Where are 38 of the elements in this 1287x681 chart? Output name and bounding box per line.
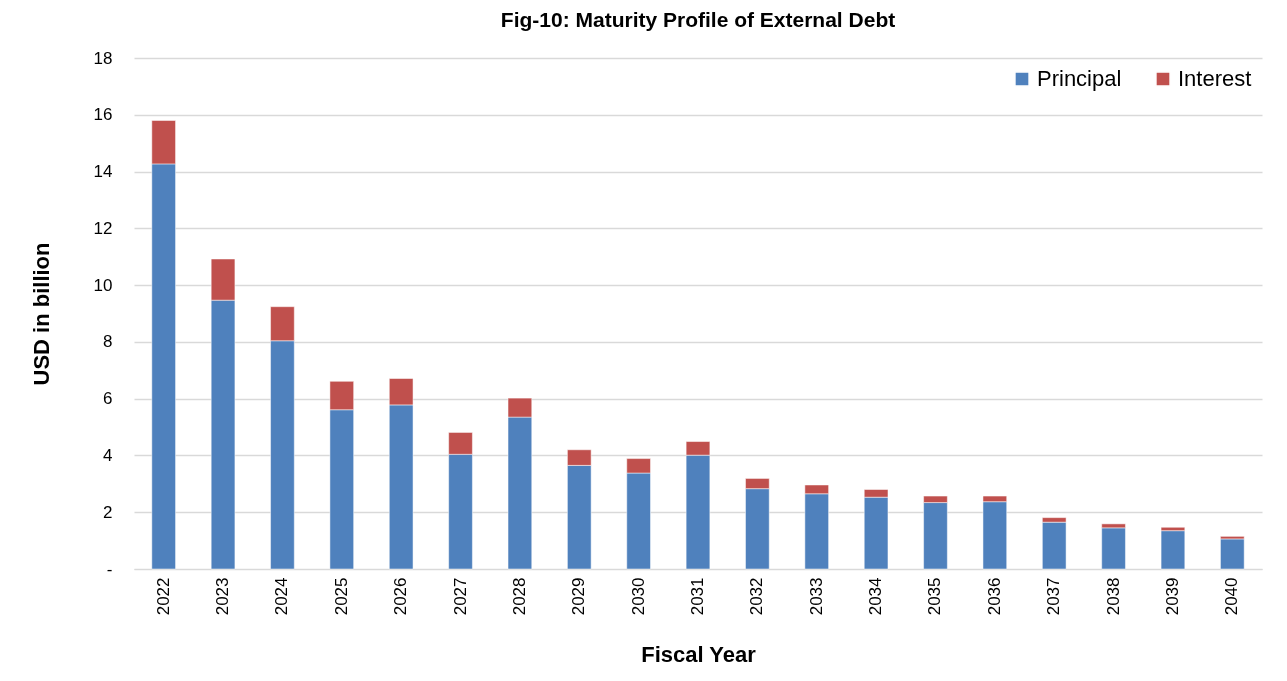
x-tick-label: 2040 — [1222, 577, 1242, 616]
x-tick-label: 2024 — [272, 577, 292, 616]
y-tick-label: 8 — [103, 332, 113, 352]
x-tick-label: 2023 — [213, 577, 233, 616]
bar — [1042, 521, 1067, 570]
x-tick-label: 2028 — [509, 577, 529, 616]
y-tick-label: 2 — [103, 502, 113, 522]
bar — [1101, 527, 1126, 570]
y-tick-label: 14 — [93, 162, 113, 182]
x-tick-label: 2027 — [450, 577, 470, 616]
x-tick-label: 2025 — [331, 577, 351, 616]
x-tick-label: 2036 — [984, 577, 1004, 616]
x-tick-label: 2029 — [569, 577, 589, 616]
y-tick-label: 6 — [103, 389, 113, 409]
x-tick-label: 2022 — [153, 577, 173, 616]
y-tick-label: 16 — [93, 105, 113, 125]
y-tick-label: 18 — [93, 48, 113, 68]
y-tick-label: - — [106, 559, 113, 579]
x-tick-label: 2026 — [391, 577, 411, 616]
bar — [1160, 530, 1186, 570]
y-tick-label: 12 — [93, 218, 113, 238]
x-tick-label: 2037 — [1044, 577, 1064, 616]
chart-title: Fig-10: Maturity Profile of External Debt — [500, 8, 896, 31]
x-tick-label: 2039 — [1162, 577, 1182, 616]
y-axis-title: USD in billion — [28, 242, 54, 386]
legend-label: Interest — [1178, 66, 1252, 91]
y-tick-label: 10 — [93, 275, 113, 295]
x-tick-label: 2034 — [866, 577, 886, 616]
x-tick-label: 2031 — [688, 577, 707, 616]
x-tick-label: 2033 — [806, 577, 826, 616]
x-tick-label: 2038 — [1103, 577, 1123, 616]
x-axis-title: Fiscal Year — [641, 642, 757, 668]
x-tick-label: 2030 — [628, 577, 648, 616]
bar — [1220, 538, 1245, 570]
legend-label: Principal — [1037, 66, 1122, 91]
y-tick-label: 4 — [103, 445, 113, 465]
x-tick-label: 2035 — [925, 577, 945, 616]
x-tick-label: 2032 — [747, 577, 767, 616]
